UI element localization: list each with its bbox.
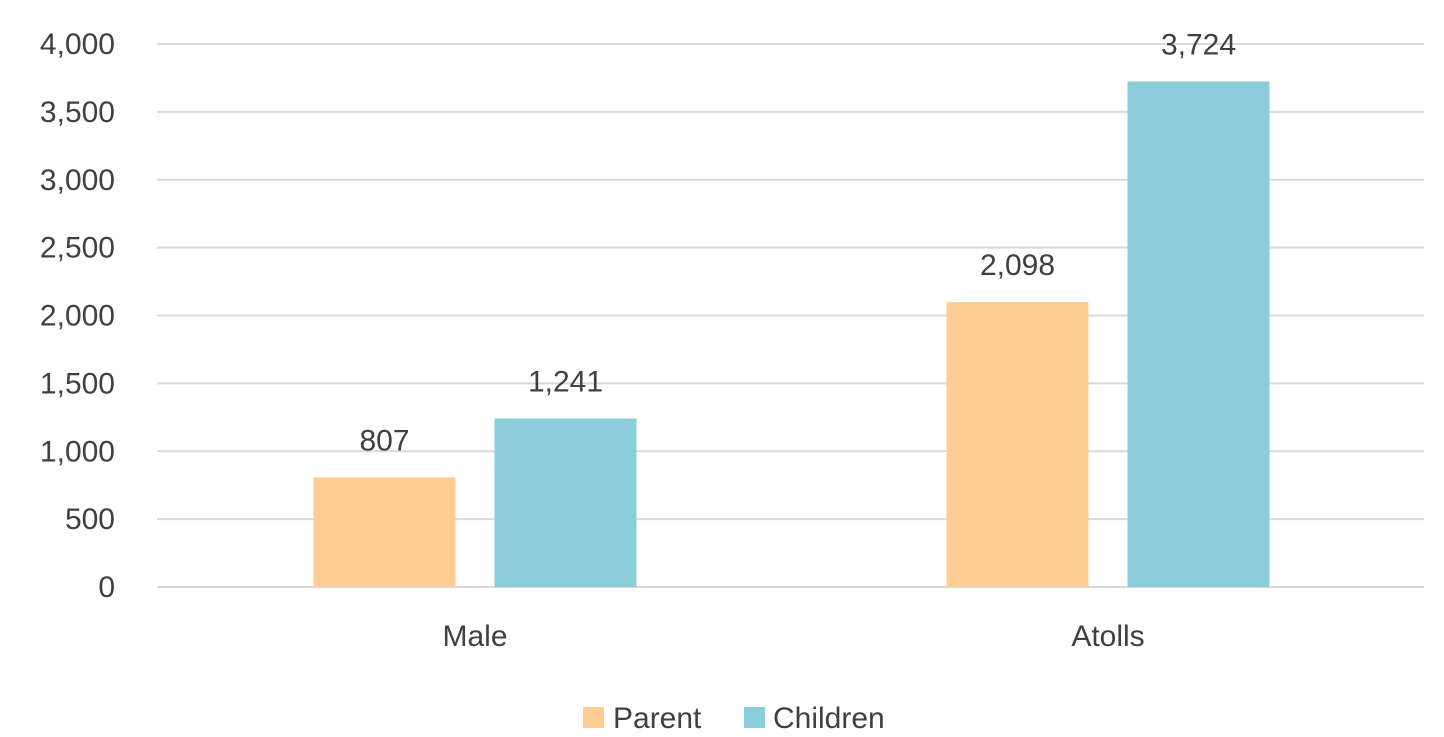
y-tick-label: 0 bbox=[98, 571, 115, 604]
legend: Parent Children bbox=[583, 702, 885, 735]
y-tick-label: 4,000 bbox=[40, 28, 115, 61]
data-label: 807 bbox=[359, 424, 409, 457]
legend-label-children: Children bbox=[773, 702, 885, 735]
bars bbox=[313, 81, 1270, 587]
legend-swatch-parent bbox=[583, 707, 604, 728]
y-tick-label: 3,500 bbox=[40, 96, 115, 129]
data-label: 1,241 bbox=[528, 366, 603, 399]
data-label: 2,098 bbox=[980, 249, 1055, 282]
data-label: 3,724 bbox=[1161, 28, 1236, 61]
legend-label-parent: Parent bbox=[613, 702, 702, 735]
y-tick-label: 1,500 bbox=[40, 367, 115, 400]
y-tick-label: 2,500 bbox=[40, 232, 115, 265]
x-axis-category-labels: Male Atolls bbox=[442, 620, 1144, 653]
x-category-label: Male bbox=[442, 620, 507, 653]
y-tick-label: 1,000 bbox=[40, 435, 115, 468]
data-labels: 807 1,241 2,098 3,724 bbox=[359, 28, 1236, 457]
legend-swatch-children bbox=[744, 707, 765, 728]
y-tick-label: 500 bbox=[65, 503, 115, 536]
y-tick-label: 2,000 bbox=[40, 300, 115, 333]
y-axis-tick-labels: 0 500 1,000 1,500 2,000 2,500 3,000 3,500 4,000 bbox=[40, 28, 115, 604]
bar-parent-male bbox=[313, 477, 456, 587]
bar-children-male bbox=[494, 418, 637, 587]
bar-children-atolls bbox=[1127, 81, 1270, 587]
bar-parent-atolls bbox=[946, 302, 1089, 587]
y-tick-label: 3,000 bbox=[40, 164, 115, 197]
x-category-label: Atolls bbox=[1071, 620, 1144, 653]
